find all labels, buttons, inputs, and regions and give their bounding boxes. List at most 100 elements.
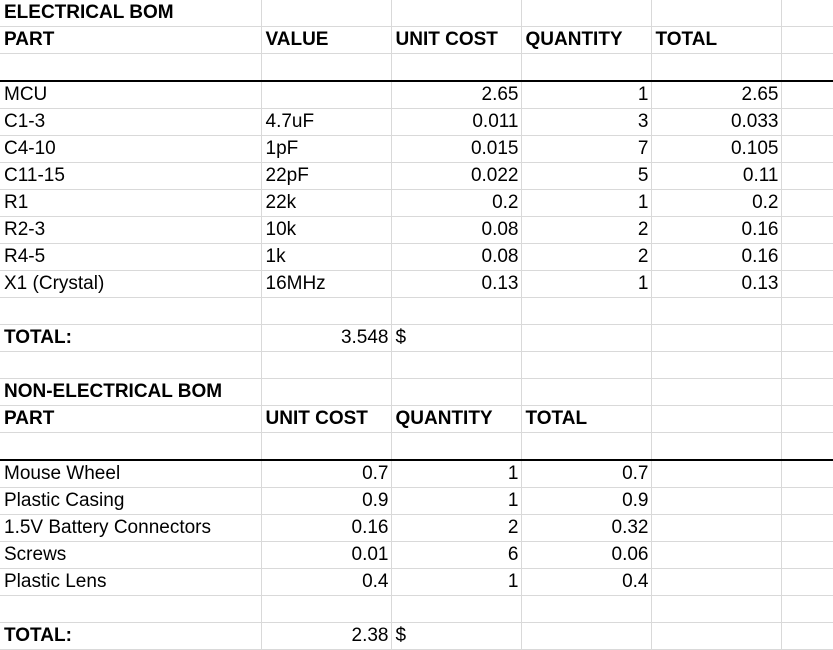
- empty-cell[interactable]: [781, 405, 833, 433]
- value-cell[interactable]: 22k: [261, 189, 392, 217]
- column-header[interactable]: TOTAL: [651, 26, 782, 54]
- quantity-cell[interactable]: 1: [521, 189, 652, 217]
- quantity-cell[interactable]: 1: [391, 568, 522, 596]
- empty-cell[interactable]: [651, 378, 782, 406]
- column-header[interactable]: UNIT COST: [261, 405, 392, 433]
- empty-cell[interactable]: [781, 378, 833, 406]
- empty-cell[interactable]: [781, 81, 833, 109]
- empty-cell[interactable]: [651, 460, 782, 488]
- empty-cell[interactable]: [651, 432, 782, 461]
- total-cell[interactable]: 0.9: [521, 487, 652, 515]
- empty-cell[interactable]: [781, 622, 833, 650]
- empty-cell[interactable]: [651, 0, 782, 27]
- column-header[interactable]: PART: [0, 26, 262, 54]
- part-cell[interactable]: Mouse Wheel: [0, 460, 262, 488]
- empty-cell[interactable]: [391, 53, 522, 82]
- empty-cell[interactable]: [651, 568, 782, 596]
- empty-cell[interactable]: [781, 297, 833, 325]
- part-cell[interactable]: C4-10: [0, 135, 262, 163]
- total-cell[interactable]: 2.65: [651, 81, 782, 109]
- total-cell[interactable]: 0.4: [521, 568, 652, 596]
- total-cell[interactable]: 0.033: [651, 108, 782, 136]
- empty-cell[interactable]: [781, 270, 833, 298]
- total-cell[interactable]: 0.2: [651, 189, 782, 217]
- part-cell[interactable]: R2-3: [0, 216, 262, 244]
- total-cell[interactable]: 0.7: [521, 460, 652, 488]
- total-cell[interactable]: 0.105: [651, 135, 782, 163]
- part-cell[interactable]: R1: [0, 189, 262, 217]
- currency-symbol[interactable]: $: [391, 622, 522, 650]
- quantity-cell[interactable]: 6: [391, 541, 522, 569]
- empty-cell[interactable]: [261, 595, 392, 623]
- empty-cell[interactable]: [391, 0, 522, 27]
- quantity-cell[interactable]: 2: [521, 216, 652, 244]
- column-header[interactable]: QUANTITY: [521, 26, 652, 54]
- part-cell[interactable]: R4-5: [0, 243, 262, 271]
- empty-cell[interactable]: [521, 378, 652, 406]
- total-label[interactable]: TOTAL:: [0, 324, 262, 352]
- quantity-cell[interactable]: 1: [521, 270, 652, 298]
- quantity-cell[interactable]: 2: [391, 514, 522, 542]
- total-cell[interactable]: 0.32: [521, 514, 652, 542]
- quantity-cell[interactable]: 5: [521, 162, 652, 190]
- value-cell[interactable]: 22pF: [261, 162, 392, 190]
- unit-cost-cell[interactable]: 0.2: [391, 189, 522, 217]
- part-cell[interactable]: C1-3: [0, 108, 262, 136]
- non-electrical-bom-title[interactable]: NON-ELECTRICAL BOM: [0, 378, 262, 406]
- empty-cell[interactable]: [781, 26, 833, 54]
- unit-cost-cell[interactable]: 0.13: [391, 270, 522, 298]
- empty-cell[interactable]: [781, 53, 833, 82]
- empty-cell[interactable]: [781, 243, 833, 271]
- unit-cost-cell[interactable]: 0.022: [391, 162, 522, 190]
- empty-cell[interactable]: [781, 324, 833, 352]
- quantity-cell[interactable]: 1: [521, 81, 652, 109]
- value-cell[interactable]: 1k: [261, 243, 392, 271]
- quantity-cell[interactable]: 1: [391, 487, 522, 515]
- empty-cell[interactable]: [391, 595, 522, 623]
- value-cell[interactable]: 10k: [261, 216, 392, 244]
- unit-cost-cell[interactable]: 0.011: [391, 108, 522, 136]
- empty-cell[interactable]: [651, 541, 782, 569]
- empty-cell[interactable]: [391, 378, 522, 406]
- empty-cell[interactable]: [651, 324, 782, 352]
- currency-symbol[interactable]: $: [391, 324, 522, 352]
- empty-cell[interactable]: [781, 432, 833, 461]
- empty-cell[interactable]: [651, 514, 782, 542]
- unit-cost-cell[interactable]: 0.08: [391, 216, 522, 244]
- empty-cell[interactable]: [781, 108, 833, 136]
- value-cell[interactable]: 16MHz: [261, 270, 392, 298]
- empty-cell[interactable]: [0, 432, 262, 461]
- empty-cell[interactable]: [521, 622, 652, 650]
- part-cell[interactable]: Plastic Lens: [0, 568, 262, 596]
- empty-cell[interactable]: [651, 53, 782, 82]
- electrical-bom-title[interactable]: ELECTRICAL BOM: [0, 0, 262, 27]
- empty-cell[interactable]: [0, 595, 262, 623]
- empty-cell[interactable]: [651, 351, 782, 379]
- empty-cell[interactable]: [781, 135, 833, 163]
- total-cell[interactable]: 0.11: [651, 162, 782, 190]
- empty-cell[interactable]: [391, 351, 522, 379]
- empty-cell[interactable]: [261, 378, 392, 406]
- unit-cost-cell[interactable]: 0.7: [261, 460, 392, 488]
- unit-cost-cell[interactable]: 0.015: [391, 135, 522, 163]
- column-header[interactable]: QUANTITY: [391, 405, 522, 433]
- empty-cell[interactable]: [521, 0, 652, 27]
- quantity-cell[interactable]: 3: [521, 108, 652, 136]
- quantity-cell[interactable]: 1: [391, 460, 522, 488]
- part-cell[interactable]: MCU: [0, 81, 262, 109]
- total-cell[interactable]: 0.06: [521, 541, 652, 569]
- empty-cell[interactable]: [0, 53, 262, 82]
- total-cell[interactable]: 0.16: [651, 243, 782, 271]
- empty-cell[interactable]: [781, 162, 833, 190]
- total-cell[interactable]: 0.16: [651, 216, 782, 244]
- empty-cell[interactable]: [521, 53, 652, 82]
- value-cell[interactable]: 4.7uF: [261, 108, 392, 136]
- empty-cell[interactable]: [651, 595, 782, 623]
- empty-cell[interactable]: [781, 595, 833, 623]
- total-value[interactable]: 2.38: [261, 622, 392, 650]
- unit-cost-cell[interactable]: 0.16: [261, 514, 392, 542]
- total-value[interactable]: 3.548: [261, 324, 392, 352]
- quantity-cell[interactable]: 2: [521, 243, 652, 271]
- empty-cell[interactable]: [261, 297, 392, 325]
- part-cell[interactable]: X1 (Crystal): [0, 270, 262, 298]
